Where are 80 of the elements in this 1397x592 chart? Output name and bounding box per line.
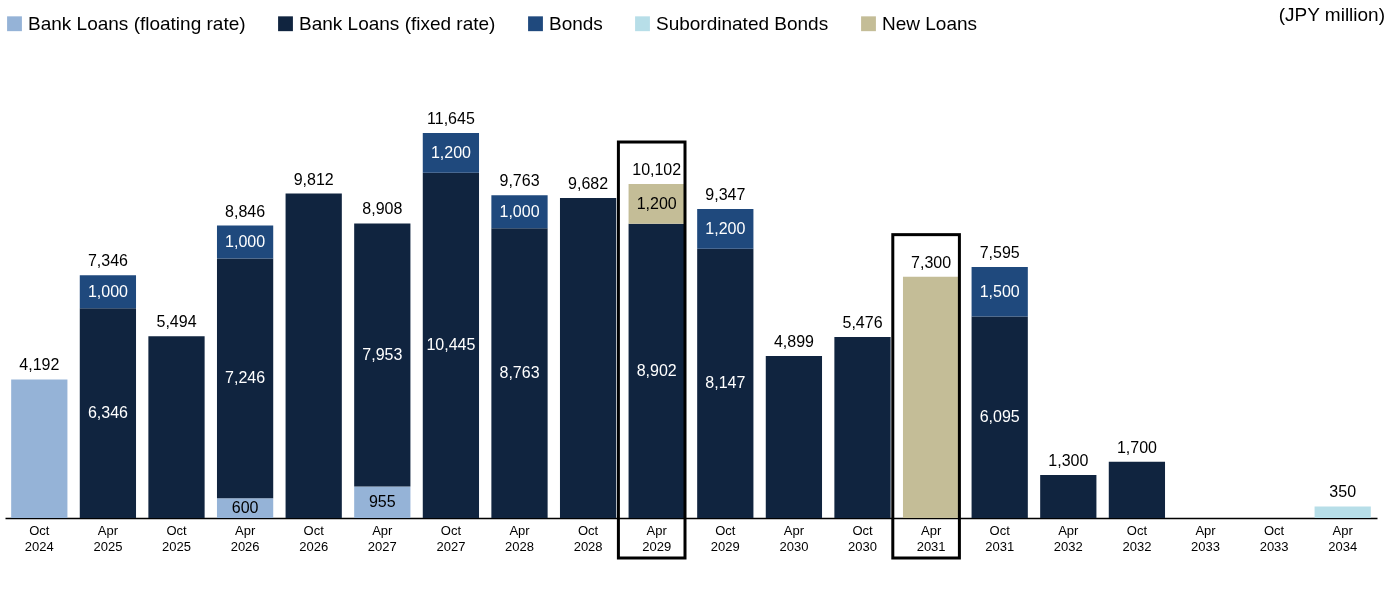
total-label: 5,494	[156, 313, 197, 331]
bar	[79, 308, 137, 518]
bar	[834, 336, 891, 518]
x-tick-label: Apr 2032	[1053, 522, 1083, 554]
total-label: 1,300	[1048, 452, 1089, 470]
x-tick-label: Oct 2028	[573, 522, 603, 554]
bar	[1108, 461, 1166, 518]
legend-label: Bank Loans (floating rate)	[28, 12, 246, 34]
bar	[628, 223, 685, 518]
x-tick-label: Apr 2031	[916, 522, 946, 554]
data-label: 10,445	[426, 336, 476, 354]
x-tick-label: Apr 2034	[1328, 522, 1358, 554]
data-label: 8,147	[705, 374, 746, 392]
total-label: 350	[1329, 483, 1357, 501]
data-label: 955	[368, 493, 396, 511]
bar	[1314, 506, 1371, 518]
x-tick-label: Oct 2030	[848, 522, 877, 554]
total-label: 4,899	[773, 333, 815, 351]
x-tick-label: Oct 2033	[1259, 522, 1289, 554]
data-label: 1,000	[499, 202, 540, 220]
bar	[354, 486, 411, 518]
data-label: 6,095	[979, 408, 1020, 426]
x-tick-label: Oct 2029	[710, 522, 740, 554]
x-tick-label: Apr 2027	[367, 522, 397, 554]
x-tick-label: Oct 2024	[24, 522, 54, 554]
total-label: 5,476	[842, 313, 883, 331]
legend-label: New Loans	[882, 12, 978, 34]
total-label: 9,347	[705, 185, 746, 203]
bar	[902, 276, 960, 518]
bar	[559, 197, 617, 518]
legend-label: Subordinated Bonds	[656, 12, 829, 34]
data-label: 1,000	[225, 233, 266, 251]
x-tick-label: Apr 2033	[1191, 522, 1220, 554]
bar	[285, 193, 342, 518]
total-label: 9,682	[568, 174, 609, 192]
x-tick-label: Oct 2026	[299, 522, 329, 554]
legend-label: Bank Loans (fixed rate)	[299, 12, 496, 34]
total-label: 9,812	[293, 170, 334, 188]
bar	[697, 248, 754, 518]
data-label: 1,200	[636, 194, 677, 212]
total-label: 8,908	[362, 200, 403, 218]
data-label: 1,200	[430, 143, 472, 161]
bar	[354, 223, 411, 487]
total-label: 9,763	[499, 172, 540, 190]
data-label: 8,763	[499, 364, 540, 382]
data-label: 7,246	[225, 369, 266, 387]
x-tick-label: Apr 2025	[93, 522, 123, 554]
total-label: 4,192	[19, 356, 60, 374]
x-tick-label: Apr 2030	[779, 522, 809, 554]
data-label: 1,200	[705, 219, 746, 237]
text: (JPY million)	[1278, 4, 1385, 25]
data-label: 7,953	[362, 345, 403, 363]
x-tick-label: Oct 2031	[985, 522, 1015, 554]
total-label: 7,300	[911, 253, 952, 271]
total-label: 10,102	[632, 161, 682, 179]
bar	[765, 356, 823, 518]
bar	[11, 379, 68, 518]
data-label: 1,000	[87, 282, 129, 300]
total-label: 7,595	[979, 243, 1020, 261]
total-label: 8,846	[225, 202, 266, 220]
total-label: 11,645	[427, 110, 475, 127]
total-label: 1,700	[1116, 438, 1158, 456]
data-label: 6,346	[87, 404, 129, 422]
bar	[422, 172, 480, 518]
x-tick-label: Apr 2029	[642, 522, 672, 554]
bar	[148, 336, 205, 518]
x-tick-label: Oct 2032	[1122, 522, 1152, 554]
data-label: 8,902	[636, 361, 677, 379]
bar	[971, 316, 1028, 518]
total-label: 7,346	[87, 252, 129, 270]
data-label: 1,500	[979, 282, 1020, 300]
x-tick-label: Apr 2026	[230, 522, 260, 554]
bar	[491, 228, 548, 518]
x-tick-label: Oct 2025	[162, 522, 191, 554]
bar	[216, 258, 274, 499]
x-tick-label: Oct 2027	[436, 522, 466, 554]
x-tick-label: Apr 2028	[505, 522, 534, 554]
bar	[1040, 475, 1097, 518]
legend-label: Bonds	[549, 12, 603, 34]
data-label: 600	[231, 499, 259, 517]
